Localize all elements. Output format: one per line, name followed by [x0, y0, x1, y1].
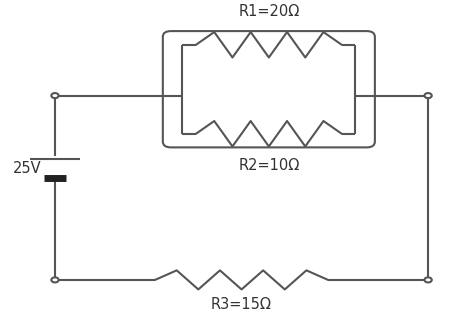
Circle shape [51, 277, 59, 282]
Text: R3=15Ω: R3=15Ω [211, 297, 272, 312]
Text: R2=10Ω: R2=10Ω [238, 158, 300, 172]
Text: 25V: 25V [13, 161, 41, 176]
FancyBboxPatch shape [163, 31, 375, 147]
Circle shape [425, 93, 432, 98]
Circle shape [51, 93, 59, 98]
Circle shape [425, 277, 432, 282]
Text: R1=20Ω: R1=20Ω [238, 4, 300, 19]
